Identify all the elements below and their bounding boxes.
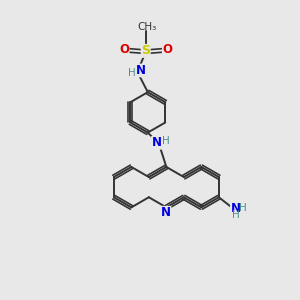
Text: N: N bbox=[136, 64, 146, 77]
Text: O: O bbox=[119, 43, 129, 56]
Text: S: S bbox=[141, 44, 150, 57]
Text: O: O bbox=[162, 43, 172, 56]
Text: H: H bbox=[239, 203, 247, 213]
Text: H: H bbox=[232, 210, 239, 220]
Text: N: N bbox=[152, 136, 161, 149]
Text: N: N bbox=[230, 202, 240, 215]
Text: H: H bbox=[128, 68, 135, 78]
Text: N: N bbox=[161, 206, 171, 219]
Text: H: H bbox=[163, 136, 170, 146]
Text: CH₃: CH₃ bbox=[137, 22, 156, 32]
